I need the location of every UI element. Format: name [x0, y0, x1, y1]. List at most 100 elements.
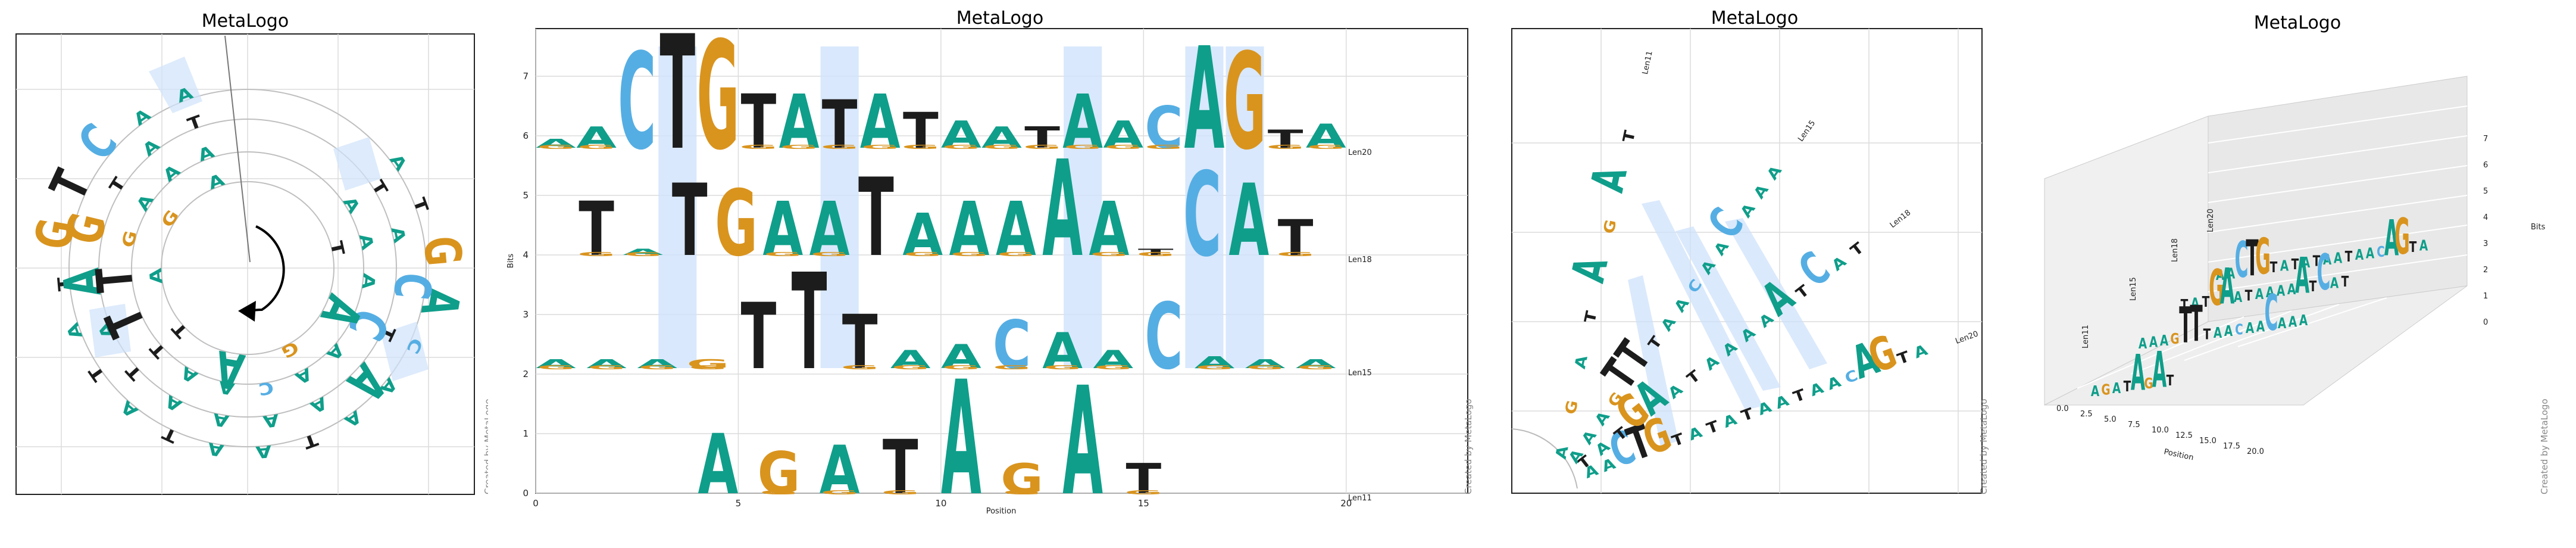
column-highlight: [820, 46, 859, 368]
logo-letter-C: C: [2316, 244, 2330, 301]
chart-title: MetaLogo: [202, 11, 289, 32]
logo-letter-A: A: [536, 136, 576, 151]
logo-letter-G: G: [841, 364, 879, 370]
logo-letter-C: C: [2264, 284, 2278, 342]
x-tick-label: 5.0: [2104, 415, 2117, 424]
chart-title: MetaLogo: [1711, 8, 1798, 29]
y-tick-label: 2: [523, 369, 529, 379]
group-label: Len20: [1348, 148, 1372, 157]
logo-letter-T: T: [2246, 229, 2258, 287]
logo-letter-T: T: [883, 425, 918, 511]
logo-letter-A: A: [2139, 335, 2147, 352]
logo-letter-A: A: [2224, 323, 2233, 340]
x-tick-label: 17.5: [2223, 442, 2240, 451]
logo-letter-A: A: [2278, 316, 2286, 332]
logo-letter-G: G: [2144, 375, 2153, 392]
logo-letter-G: G: [902, 144, 940, 150]
logo-letter-T: T: [2203, 326, 2211, 343]
logo-letter-G: G: [412, 234, 471, 268]
logo-letter-G: G: [1001, 455, 1043, 503]
logo-letter-A: A: [358, 272, 379, 290]
logo-letter-G: G: [821, 144, 859, 150]
logo-letter-G: G: [2394, 208, 2410, 266]
x-tick-label: 0: [533, 498, 539, 509]
logo-letter-A: A: [890, 345, 931, 375]
z-axis-label: Bits: [2531, 223, 2546, 232]
logo-letter-G: G: [780, 144, 818, 150]
logo-letter-A: A: [941, 348, 981, 531]
logo-letter-T: T: [903, 102, 939, 160]
logo-letter-T: T: [2179, 297, 2192, 354]
logo-letter-T: T: [2409, 239, 2417, 256]
x-axis-label: Position: [986, 507, 1017, 516]
logo-letter-G: G: [951, 251, 989, 257]
logo-letter-A: A: [2366, 245, 2374, 262]
logo-letter-T: T: [1126, 455, 1161, 503]
logo-letter-T: T: [842, 300, 878, 386]
logo-letter-C: C: [993, 307, 1031, 384]
group-label: Len20: [2206, 208, 2215, 232]
logo-letter-G: G: [892, 364, 930, 370]
logo-letter-T: T: [54, 276, 74, 292]
fan-arc: [1511, 428, 1578, 489]
x-tick-label: 10.0: [2152, 426, 2169, 435]
logo-letter-T: T: [2341, 273, 2349, 290]
plot-frame: [1511, 28, 1983, 494]
logo-letter-A: A: [217, 377, 236, 398]
axes: 0 5 10 15 20 0 1 2 3 4 5 6 7: [523, 71, 1352, 509]
x-tick-label: 2.5: [2080, 410, 2093, 419]
logo-letter-A: A: [981, 121, 1022, 155]
logo-letter-T: T: [659, 3, 695, 185]
credit-text: Created by MetaLogo: [483, 398, 488, 494]
logo-letter-T: T: [741, 79, 777, 166]
logo-letter-A: A: [207, 438, 226, 460]
logo-letter-T: T: [672, 163, 708, 279]
x-tick-label: 12.5: [2175, 431, 2193, 440]
logo-letter-G: G: [1124, 489, 1162, 496]
logo-letter-A: A: [576, 121, 617, 155]
logo-letter-A: A: [2256, 319, 2265, 335]
logo-letter-A: A: [2330, 275, 2339, 292]
z-tick-label: 0: [2483, 318, 2488, 327]
3d-walls: [2044, 76, 2468, 406]
group-label: Len15: [2129, 277, 2138, 301]
logo-letter-A: A: [2214, 325, 2222, 341]
direction-arrowhead: [238, 301, 256, 322]
logo-letter-A: A: [902, 201, 943, 269]
logo-letter-A: A: [1042, 132, 1083, 286]
logo-letter-G: G: [760, 489, 798, 496]
logo-letter-A: A: [2216, 267, 2224, 284]
logo-letter-A: A: [2280, 258, 2289, 275]
logo-letter-A: A: [2246, 320, 2254, 337]
logo-letter-G: G: [811, 251, 849, 257]
logo-letter-A: A: [262, 410, 280, 431]
logo-letter-A: A: [1296, 357, 1336, 371]
logo-letter-A: A: [211, 409, 230, 431]
grid: [535, 29, 1468, 494]
logo-letter-G: G: [993, 364, 1031, 370]
logo-letter-T: T: [2190, 295, 2202, 353]
logo-letter-T: T: [2313, 253, 2321, 270]
logo-letter-G: G: [624, 251, 662, 257]
logo-letter-T: T: [2245, 288, 2253, 304]
logo-letter-G: G: [1277, 251, 1315, 257]
logo-letter-A: A: [2131, 344, 2145, 402]
logo-letter-G: G: [1090, 251, 1128, 257]
logo-letter-A: A: [949, 186, 990, 273]
y-tick-label: 6: [523, 130, 529, 141]
group-label: Len11: [1348, 494, 1372, 503]
logo-letter-G: G: [1246, 364, 1284, 370]
logo-letter-G: G: [1064, 144, 1102, 150]
logo-letter-A: A: [1062, 356, 1103, 529]
logo-letter-A: A: [1103, 113, 1143, 157]
logo-letter-C: C: [2234, 231, 2248, 289]
group-label: Len18: [2171, 238, 2180, 262]
credit-text: Created by MetaLogo: [1463, 398, 1474, 494]
z-tick-label: 1: [2483, 292, 2488, 301]
group-label: Len15: [1348, 369, 1372, 378]
logo-letter-C: C: [1145, 94, 1183, 162]
x-axis-label: Position: [2163, 447, 2194, 462]
